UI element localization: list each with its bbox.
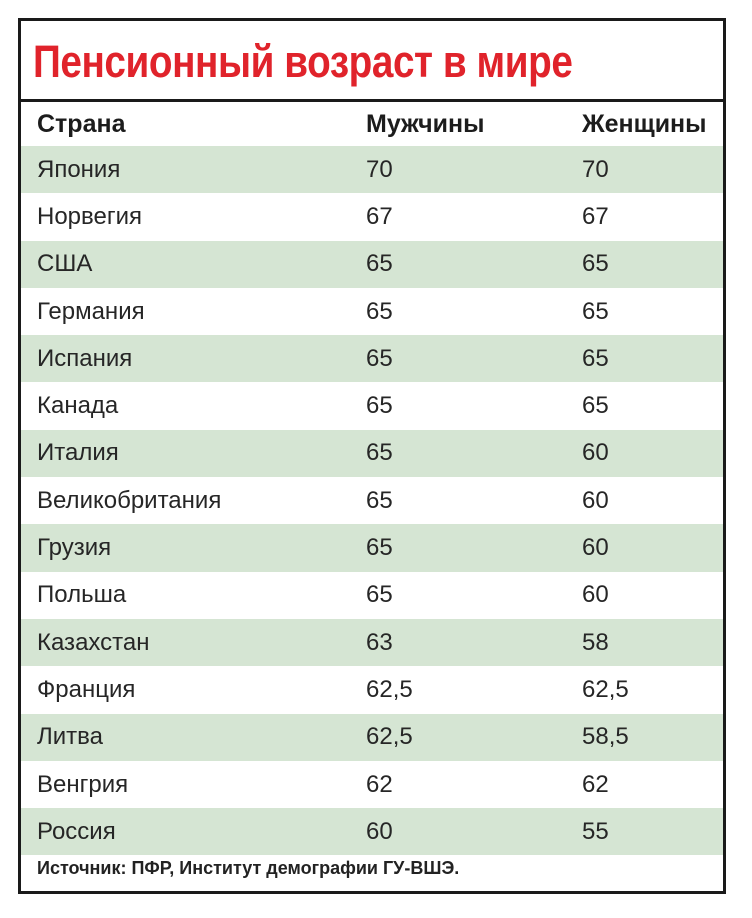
column-header-country: Страна: [37, 109, 126, 138]
country-cell: Италия: [37, 439, 119, 467]
men-age-cell: 62,5: [366, 723, 413, 751]
women-age-cell: 58,5: [582, 723, 629, 751]
country-cell: Канада: [37, 392, 119, 420]
title-divider: [21, 99, 723, 102]
men-age-cell: 65: [366, 581, 393, 609]
country-cell: Германия: [37, 297, 145, 325]
men-age-cell: 65: [366, 439, 393, 467]
country-cell: Венгрия: [37, 770, 129, 798]
retirement-age-table: Страна Мужчины Женщины Япония 70 70 Норв…: [21, 102, 723, 856]
men-age-cell: 65: [366, 250, 393, 278]
women-age-cell: 60: [582, 439, 609, 467]
country-cell: Испания: [37, 344, 133, 372]
men-age-cell: 70: [366, 155, 393, 183]
country-cell: Франция: [37, 675, 136, 703]
men-age-cell: 62,5: [366, 675, 413, 703]
country-cell: Япония: [37, 155, 121, 183]
men-age-cell: 67: [366, 202, 393, 230]
table-frame: Пенсионный возраст в мире Страна Мужчины…: [18, 18, 726, 894]
men-age-cell: 65: [366, 297, 393, 325]
table-row: Польша 65 60: [21, 572, 723, 619]
men-age-cell: 65: [366, 392, 393, 420]
table-row: Германия 65 65: [21, 288, 723, 335]
table-row: Грузия 65 60: [21, 524, 723, 572]
women-age-cell: 70: [582, 155, 609, 183]
women-age-cell: 55: [582, 817, 609, 845]
table-row: Россия 60 55: [21, 808, 723, 856]
country-cell: Великобритания: [37, 486, 222, 514]
table-row: Казахстан 63 58: [21, 618, 723, 667]
table-row: Испания 65 65: [21, 335, 723, 383]
men-age-cell: 60: [366, 817, 393, 845]
country-cell: Польша: [37, 581, 127, 609]
men-age-cell: 63: [366, 628, 393, 656]
table-row: Италия 65 60: [21, 429, 723, 478]
table-row: Литва 62,5 58,5: [21, 713, 723, 761]
page-title: Пенсионный возраст в мире: [33, 36, 573, 87]
men-age-cell: 62: [366, 770, 393, 798]
country-cell: Литва: [37, 723, 103, 751]
country-cell: Казахстан: [37, 628, 150, 656]
women-age-cell: 65: [582, 250, 609, 278]
table-row: Канада 65 65: [21, 382, 723, 429]
column-header-women: Женщины: [582, 109, 707, 138]
table-header-row: Страна Мужчины Женщины: [21, 102, 723, 146]
men-age-cell: 65: [366, 534, 393, 562]
women-age-cell: 65: [582, 392, 609, 420]
women-age-cell: 62: [582, 770, 609, 798]
column-header-men: Мужчины: [366, 109, 485, 138]
country-cell: Россия: [37, 817, 116, 845]
men-age-cell: 65: [366, 344, 393, 372]
women-age-cell: 67: [582, 202, 609, 230]
country-cell: Грузия: [37, 534, 112, 562]
country-cell: США: [37, 250, 93, 278]
women-age-cell: 65: [582, 297, 609, 325]
table-row: США 65 65: [21, 240, 723, 288]
table-row: Норвегия 67 67: [21, 193, 723, 240]
source-note: Источник: ПФР, Институт демографии ГУ-ВШ…: [37, 858, 460, 878]
women-age-cell: 65: [582, 344, 609, 372]
table-row: Венгрия 62 62: [21, 761, 723, 808]
table-row: Франция 62,5 62,5: [21, 666, 723, 713]
table-row: Япония 70 70: [21, 146, 723, 194]
table-row: Великобритания 65 60: [21, 477, 723, 524]
women-age-cell: 62,5: [582, 675, 629, 703]
women-age-cell: 58: [582, 628, 609, 656]
women-age-cell: 60: [582, 486, 609, 514]
country-cell: Норвегия: [37, 202, 143, 230]
men-age-cell: 65: [366, 486, 393, 514]
women-age-cell: 60: [582, 534, 609, 562]
women-age-cell: 60: [582, 581, 609, 609]
